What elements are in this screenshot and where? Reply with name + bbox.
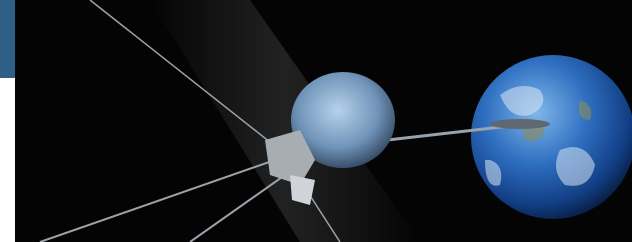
blue-panel	[0, 0, 15, 78]
earth	[471, 55, 632, 219]
white-panel	[0, 78, 15, 242]
scene	[0, 0, 632, 242]
magnetometer	[490, 119, 550, 129]
page	[0, 0, 632, 242]
